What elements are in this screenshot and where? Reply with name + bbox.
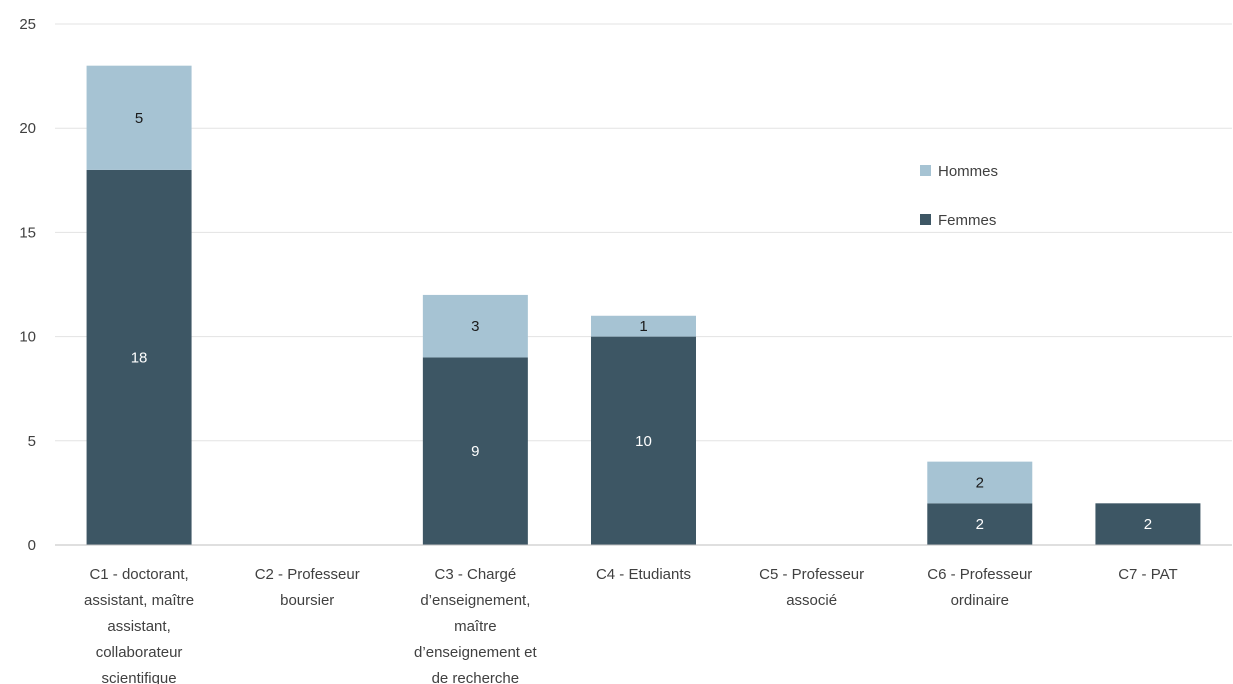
data-label-femmes-3: 9 — [471, 443, 479, 460]
x-axis: C1 - doctorant, assistant, maître assistan… — [84, 566, 1178, 684]
y-tick-label: 15 — [19, 224, 36, 241]
category-label-line: d’enseignement et — [414, 644, 537, 661]
category-label-line: C7 - PAT — [1118, 566, 1177, 583]
category-label-line: de recherche — [432, 670, 520, 684]
data-label-hommes-6: 2 — [976, 474, 984, 491]
data-label-hommes-4: 1 — [639, 318, 647, 335]
data-label-femmes-6: 2 — [976, 516, 984, 533]
category-label: C5 - Professeur associé — [759, 566, 864, 609]
data-label-femmes-1: 18 — [131, 349, 148, 366]
category-label-line: boursier — [280, 592, 334, 609]
category-label: C1 - doctorant, assistant, maître assistan… — [84, 566, 194, 684]
category-label: C2 - Professeur boursier — [255, 566, 360, 609]
y-tick-label: 25 — [19, 16, 36, 33]
data-labels: 18 5 9 3 10 1 2 2 2 — [131, 110, 1152, 533]
y-tick-label: 5 — [28, 433, 36, 450]
category-label: C4 - Etudiants — [596, 566, 691, 583]
bar-femmes-6 — [927, 503, 1033, 545]
category-label-line: C2 - Professeur — [255, 566, 360, 583]
bar-femmes-7 — [1095, 503, 1201, 545]
category-label-line: ordinaire — [951, 592, 1009, 609]
category-label: C7 - PAT — [1118, 566, 1177, 583]
y-axis: 0 5 10 15 20 25 — [19, 16, 36, 554]
bar-hommes-4 — [591, 315, 696, 337]
category-label-line: collaborateur — [96, 644, 183, 661]
category-label-line: assistant, — [107, 618, 170, 635]
bar-hommes-3 — [422, 294, 528, 358]
bar-femmes-4 — [591, 336, 696, 545]
bar-hommes-1 — [86, 65, 192, 170]
data-label-femmes-7: 2 — [1144, 516, 1152, 533]
category-label-line: C3 - Chargé — [435, 566, 517, 583]
legend: Hommes Femmes — [920, 163, 998, 229]
gridlines — [55, 23, 1232, 442]
category-label-line: C6 - Professeur — [927, 566, 1032, 583]
y-tick-label: 0 — [28, 537, 36, 554]
legend-label-femmes: Femmes — [938, 212, 996, 229]
bar-femmes-3 — [422, 357, 528, 545]
category-label-line: assistant, maître — [84, 592, 194, 609]
category-label-line: maître — [454, 618, 497, 635]
category-label-line: C4 - Etudiants — [596, 566, 691, 583]
category-label: C6 - Professeur ordinaire — [927, 566, 1032, 609]
bar-femmes-1 — [86, 169, 192, 545]
bars — [86, 65, 1201, 545]
category-label-line: d’enseignement, — [420, 592, 530, 609]
y-tick-label: 10 — [19, 329, 36, 346]
category-label-line: scientifique — [102, 670, 177, 684]
bar-hommes-6 — [927, 461, 1033, 504]
legend-swatch-hommes — [920, 165, 931, 176]
category-label-line: C5 - Professeur — [759, 566, 864, 583]
data-label-femmes-4: 10 — [635, 433, 652, 450]
category-label: C3 - Chargé d’enseignement, maître d’enseig… — [414, 566, 537, 684]
legend-swatch-femmes — [920, 214, 931, 225]
data-label-hommes-1: 5 — [135, 110, 143, 127]
legend-label-hommes: Hommes — [938, 163, 998, 180]
category-label-line: C1 - doctorant, — [89, 566, 188, 583]
y-tick-label: 20 — [19, 120, 36, 137]
category-label-line: associé — [786, 592, 837, 609]
data-label-hommes-3: 3 — [471, 318, 479, 335]
